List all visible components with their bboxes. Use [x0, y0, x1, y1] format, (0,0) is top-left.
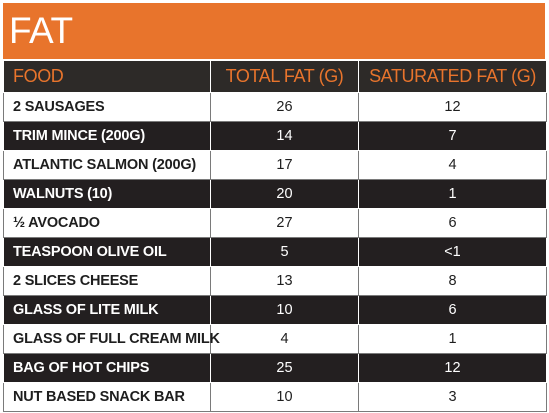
- food-cell: WALNUTS (10): [3, 179, 211, 209]
- table-row: TEASPOON OLIVE OIL 5 <1: [3, 237, 547, 267]
- food-cell: GLASS OF FULL CREAM MILK: [3, 324, 220, 354]
- food-cell: ATLANTIC SALMON (200G): [3, 150, 211, 180]
- total-fat-cell: 14: [210, 121, 359, 151]
- food-cell: ½ AVOCADO: [3, 208, 211, 238]
- table-title: FAT: [3, 3, 545, 59]
- table-row: WALNUTS (10) 20 1: [3, 179, 547, 209]
- saturated-fat-cell: 6: [358, 295, 547, 325]
- table-row: NUT BASED SNACK BAR 10 3: [3, 382, 547, 412]
- total-fat-cell: 17: [210, 150, 359, 180]
- food-cell: BAG OF HOT CHIPS: [3, 353, 211, 383]
- table-row: ½ AVOCADO 27 6: [3, 208, 547, 238]
- fat-table: FOOD TOTAL FAT (G) SATURATED FAT (G) 2 S…: [3, 60, 547, 412]
- total-fat-cell: 20: [210, 179, 359, 209]
- table-row: GLASS OF FULL CREAM MILK 4 1: [3, 324, 547, 354]
- column-header-saturated-fat: SATURATED FAT (G): [358, 60, 547, 93]
- total-fat-cell: 27: [210, 208, 359, 238]
- saturated-fat-cell: 12: [358, 353, 547, 383]
- food-cell: GLASS OF LITE MILK: [3, 295, 211, 325]
- saturated-fat-cell: 12: [358, 92, 547, 122]
- food-cell: 2 SAUSAGES: [3, 92, 211, 122]
- table-row: ATLANTIC SALMON (200G) 17 4: [3, 150, 547, 180]
- total-fat-cell: 10: [210, 382, 359, 412]
- total-fat-cell: 25: [210, 353, 359, 383]
- saturated-fat-cell: 7: [358, 121, 547, 151]
- total-fat-cell: 5: [210, 237, 359, 267]
- saturated-fat-cell: 4: [358, 150, 547, 180]
- total-fat-cell: 10: [210, 295, 359, 325]
- table-row: 2 SLICES CHEESE 13 8: [3, 266, 547, 296]
- header-row: FOOD TOTAL FAT (G) SATURATED FAT (G): [3, 60, 547, 93]
- total-fat-cell: 13: [210, 266, 359, 296]
- total-fat-cell: 26: [210, 92, 359, 122]
- table-row: TRIM MINCE (200G) 14 7: [3, 121, 547, 151]
- total-fat-cell: 4: [210, 324, 359, 354]
- column-header-total-fat: TOTAL FAT (G): [210, 60, 359, 93]
- food-cell: TEASPOON OLIVE OIL: [3, 237, 211, 267]
- column-header-food: FOOD: [3, 60, 211, 93]
- saturated-fat-cell: 8: [358, 266, 547, 296]
- food-cell: NUT BASED SNACK BAR: [3, 382, 211, 412]
- table-row: GLASS OF LITE MILK 10 6: [3, 295, 547, 325]
- food-cell: 2 SLICES CHEESE: [3, 266, 211, 296]
- table-row: BAG OF HOT CHIPS 25 12: [3, 353, 547, 383]
- saturated-fat-cell: <1: [358, 237, 547, 267]
- saturated-fat-cell: 3: [358, 382, 547, 412]
- food-cell: TRIM MINCE (200G): [3, 121, 211, 151]
- saturated-fat-cell: 1: [358, 324, 547, 354]
- table-row: 2 SAUSAGES 26 12: [3, 92, 547, 122]
- saturated-fat-cell: 1: [358, 179, 547, 209]
- saturated-fat-cell: 6: [358, 208, 547, 238]
